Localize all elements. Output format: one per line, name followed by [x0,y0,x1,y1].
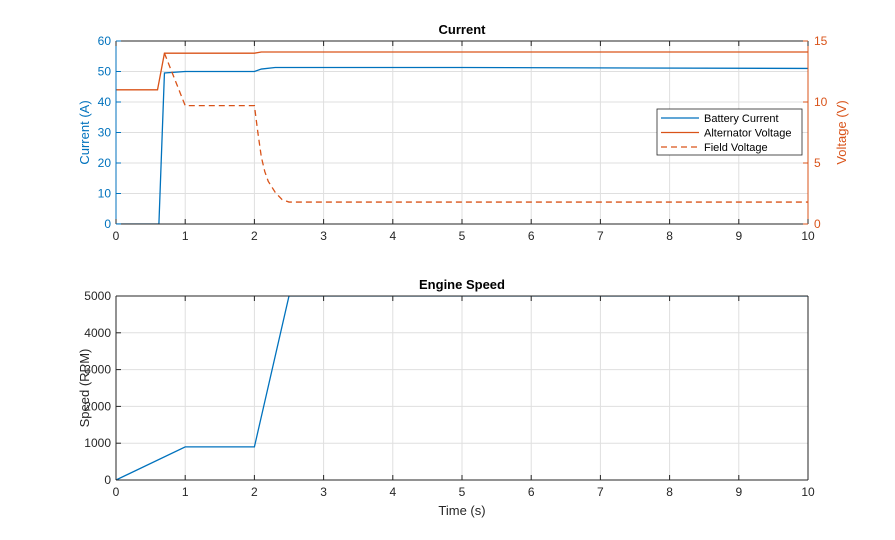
y-tick-label: 5000 [84,289,111,303]
x-tick-label: 8 [666,485,673,499]
x-tick-label: 6 [528,229,535,243]
y-tick-label: 4000 [84,326,111,340]
x-tick-label: 8 [666,229,673,243]
y-tick-label: 0 [104,473,111,487]
x-tick-label: 9 [735,485,742,499]
x-tick-label: 4 [389,229,396,243]
x-tick-label: 10 [801,229,815,243]
x-tick-label: 9 [735,229,742,243]
x-tick-label: 0 [113,229,120,243]
y-axis-label: Current (A) [77,100,92,164]
y-tick-label: 50 [98,65,112,79]
x-tick-label: 4 [389,485,396,499]
legend-label: Battery Current [704,113,779,125]
y-tick-label: 30 [98,126,112,140]
x-tick-label: 6 [528,485,535,499]
x-tick-label: 1 [182,229,189,243]
x-tick-label: 0 [113,485,120,499]
engine-speed-chart: 0 1 2 3 4 5 6 7 8 9 10 0 1000 2000 3000 4000 5000 Engine … [77,277,815,518]
y-tick-label: 20 [98,156,112,170]
x-tick-label: 2 [251,485,258,499]
x-tick-label: 5 [459,485,466,499]
x-tick-label: 3 [320,485,327,499]
current-chart: 0 1 2 3 4 5 6 7 8 9 100102030405060051015CurrentCu… [77,22,849,243]
y-tick-label: 2000 [84,399,111,413]
x-tick-label: 1 [182,485,189,499]
y-tick-label-right: 5 [814,156,821,170]
legend-label: Alternator Voltage [704,128,791,140]
y-tick-label: 60 [98,34,112,48]
y-tick-label: 10 [98,187,112,201]
series-line-alternator-voltage [116,51,808,91]
series-line-speed [116,296,808,480]
chart-title: Engine Speed [419,277,505,292]
x-tick-label: 7 [597,229,604,243]
y-tick-label: 40 [98,95,112,109]
y-tick-label: 3000 [84,363,111,377]
y-axis-label: Speed (RPM) [77,349,92,428]
y-tick-label-right: 15 [814,34,828,48]
x-axis-label: Time (s) [438,503,485,518]
series-line-field-voltage [163,52,808,203]
y-tick-label: 1000 [84,436,111,450]
x-tick-label: 5 [459,229,466,243]
legend: Battery Current Alternator Voltage Field V… [656,108,803,156]
x-tick-label: 3 [320,229,327,243]
x-tick-label: 2 [251,229,258,243]
y-tick-label: 0 [104,217,111,231]
y-axis-label-right: Voltage (V) [834,100,849,164]
y-tick-label-right: 0 [814,217,821,231]
series-line-battery-current [116,66,808,224]
x-tick-label: 7 [597,485,604,499]
x-tick-label: 10 [801,485,815,499]
legend-label: Field Voltage [704,142,768,154]
y-tick-label-right: 10 [814,95,828,109]
chart-title: Current [439,22,487,37]
